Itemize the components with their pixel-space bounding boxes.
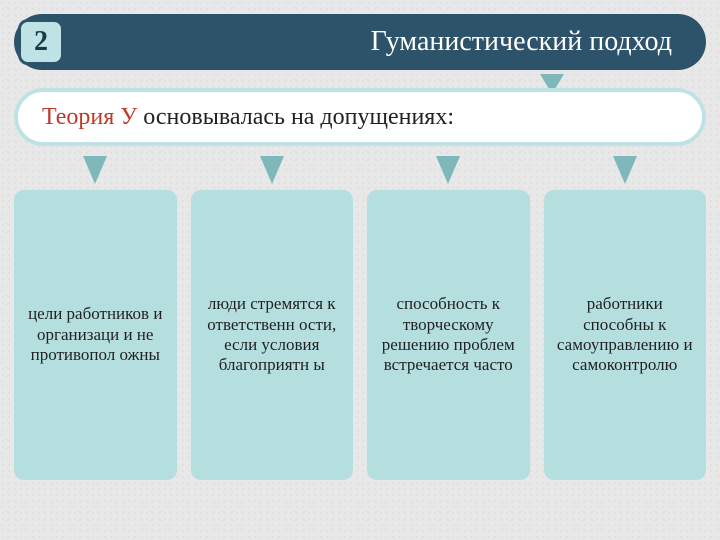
subtitle-rest: основывалась на допущениях: — [137, 104, 454, 130]
header-bar: 2 Гуманистический подход — [14, 14, 706, 70]
card-arrow-1 — [83, 156, 107, 184]
card-1: цели работников и организаци и не против… — [14, 190, 177, 480]
section-number-badge: 2 — [18, 19, 64, 65]
card-4: работники способны к самоуправлению и са… — [544, 190, 707, 480]
subtitle-pill: Теория У основывалась на допущениях: — [14, 88, 706, 146]
card-arrow-2 — [260, 156, 284, 184]
subtitle-highlight: Теория У — [42, 104, 137, 130]
header-title-text: Гуманистический подход — [371, 26, 672, 57]
card-4-text: работники способны к самоуправлению и са… — [552, 294, 699, 376]
header-title: Гуманистический подход — [14, 26, 706, 58]
section-number: 2 — [34, 26, 48, 58]
card-arrow-3 — [436, 156, 460, 184]
cards-row: цели работников и организаци и не против… — [14, 190, 706, 480]
card-1-text: цели работников и организаци и не против… — [22, 304, 169, 365]
card-3: способность к творческому решению пробле… — [367, 190, 530, 480]
card-2: люди стремятся к ответственн ости, если … — [191, 190, 354, 480]
card-3-text: способность к творческому решению пробле… — [375, 294, 522, 376]
subtitle-text-wrap: Теория У основывалась на допущениях: — [42, 104, 454, 131]
card-arrow-4 — [613, 156, 637, 184]
card-2-text: люди стремятся к ответственн ости, если … — [199, 294, 346, 376]
